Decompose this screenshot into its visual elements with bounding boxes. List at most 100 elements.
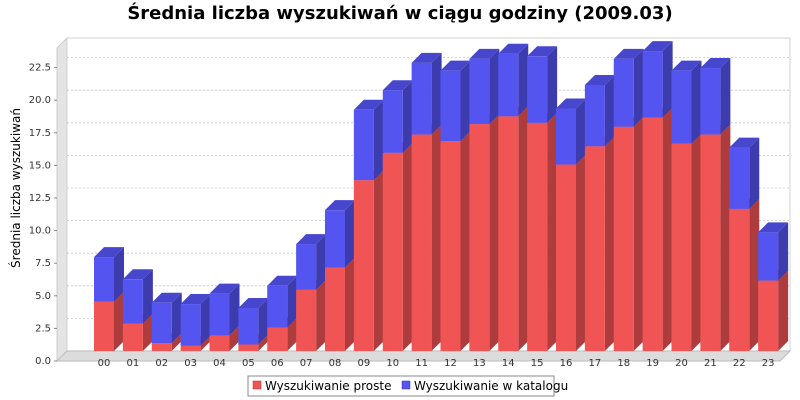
x-tick-label: 02	[155, 358, 168, 369]
bar-katalog-19	[642, 41, 673, 118]
y-tick-label: 22.5	[29, 63, 51, 74]
x-tick-label: 07	[300, 358, 313, 369]
x-tick-label: 01	[127, 358, 140, 369]
bar-katalog-07	[296, 234, 327, 290]
bar-proste-11-side	[431, 124, 442, 351]
bar-katalog-06-side	[287, 275, 298, 328]
bar-katalog-16-front	[556, 108, 576, 165]
bar-katalog-08-top	[325, 200, 355, 211]
x-tick-label: 00	[98, 358, 111, 369]
chart-title: Średnia liczba wyszukiwań w ciągu godzin…	[127, 2, 672, 24]
y-tick-label: 2.5	[35, 323, 51, 334]
bar-proste-21-side	[720, 124, 731, 351]
bar-katalog-13-top	[469, 48, 500, 59]
bar-katalog-04	[209, 283, 240, 336]
bar-katalog-07-side	[316, 234, 327, 290]
x-tick-label: 18	[617, 358, 630, 369]
bar-katalog-14-front	[498, 53, 519, 117]
bar-proste-15-front	[527, 122, 548, 351]
bar-katalog-20-side	[691, 60, 702, 144]
bar-katalog-17-side	[604, 74, 615, 147]
bar-proste-19-front	[642, 117, 663, 351]
x-tick-label: 10	[386, 358, 399, 369]
legend-label-wyszukiwanie-proste: Wyszukiwanie proste	[265, 379, 391, 393]
bar-proste-23-front	[758, 280, 779, 351]
bar-katalog-00-top	[94, 247, 124, 258]
bar-katalog-21-front	[700, 68, 721, 135]
bar-katalog-11-top	[411, 52, 442, 63]
bar-katalog-22-top	[729, 137, 760, 148]
bar-katalog-09-top	[353, 99, 384, 110]
x-tick-label: 03	[184, 358, 197, 369]
bar-proste-10-side	[402, 142, 413, 351]
bar-katalog-12-top	[440, 60, 471, 71]
bar-proste-04-front	[209, 335, 230, 351]
plot-side-wall	[56, 36, 68, 363]
x-tick-label: 04	[213, 358, 226, 369]
bar-katalog-02-top	[151, 292, 182, 303]
x-tick-label: 17	[589, 358, 602, 369]
y-axis-ticks: 0.0 2.5 5.0 7.5 10.0 12.5 15.0 17.5 20.0 22.5	[29, 63, 57, 367]
bar-katalog-04-front	[209, 293, 230, 336]
bar-proste-14	[498, 106, 529, 351]
legend-label-wyszukiwanie-w-katalogu: Wyszukiwanie w katalogu	[414, 379, 568, 393]
bar-katalog-05	[238, 297, 269, 345]
x-tick-label: 20	[675, 358, 688, 369]
bar-proste-15	[527, 112, 558, 351]
x-tick-label: 19	[646, 358, 659, 369]
bar-proste-21-front	[700, 134, 721, 351]
x-tick-label: 14	[502, 358, 515, 369]
bar-katalog-11-side	[431, 52, 442, 135]
x-tick-label: 06	[271, 358, 284, 369]
x-tick-label: 22	[733, 358, 746, 369]
bar-proste-22-front	[729, 208, 750, 351]
bar-proste-19	[642, 107, 673, 351]
bar-proste-21	[700, 124, 731, 351]
bar-proste-20	[671, 133, 702, 351]
x-axis-ticks: 00 01 02 03 04 05 06 07 08 09 10 11 12 13 14 15 16 17 18 19…	[98, 358, 775, 369]
bar-proste-10	[382, 142, 413, 351]
bar-katalog-00-front	[94, 257, 114, 302]
y-tick-label: 10.0	[29, 226, 51, 237]
bar-katalog-03-top	[180, 294, 211, 305]
y-tick-label: 7.5	[35, 258, 51, 269]
bar-katalog-14-top	[498, 43, 529, 54]
bar-proste-18-side	[633, 116, 644, 351]
y-tick-label: 20.0	[29, 95, 51, 106]
bar-katalog-13-side	[489, 48, 500, 125]
bar-proste-23	[758, 270, 789, 351]
bar-katalog-17	[584, 74, 615, 147]
bar-proste-02-side	[171, 333, 182, 351]
bar-proste-08	[325, 257, 355, 351]
x-tick-label: 16	[560, 358, 573, 369]
bar-katalog-19-side	[662, 41, 673, 118]
bar-katalog-07-front	[296, 244, 317, 290]
bar-katalog-08-front	[325, 210, 345, 268]
bar-katalog-08-side	[345, 200, 355, 268]
bar-proste-02-front	[151, 343, 172, 351]
bar-proste-17	[584, 136, 615, 351]
bar-katalog-14	[498, 43, 529, 117]
bar-katalog-21-side	[720, 58, 731, 135]
bar-katalog-16-side	[576, 98, 586, 165]
bar-katalog-00-side	[114, 247, 124, 302]
bar-katalog-10-front	[382, 90, 403, 153]
bar-proste-16	[556, 154, 586, 351]
plot-floor	[55, 350, 792, 362]
bar-proste-05-front	[238, 344, 259, 351]
x-tick-label: 12	[444, 358, 457, 369]
x-tick-label: 05	[242, 358, 255, 369]
bar-katalog-15-top	[527, 46, 558, 57]
bar-katalog-23	[758, 222, 789, 281]
bar-katalog-22	[729, 137, 760, 209]
bar-katalog-01-side	[142, 269, 153, 324]
bar-proste-17-side	[604, 136, 615, 351]
bar-katalog-13-front	[469, 58, 490, 125]
bar-proste-19-side	[662, 107, 673, 351]
bar-proste-14-side	[518, 106, 529, 351]
bar-proste-10-front	[382, 152, 403, 351]
bar-katalog-03-front	[180, 304, 201, 346]
x-tick-label: 13	[473, 358, 486, 369]
x-tick-label: 15	[531, 358, 544, 369]
